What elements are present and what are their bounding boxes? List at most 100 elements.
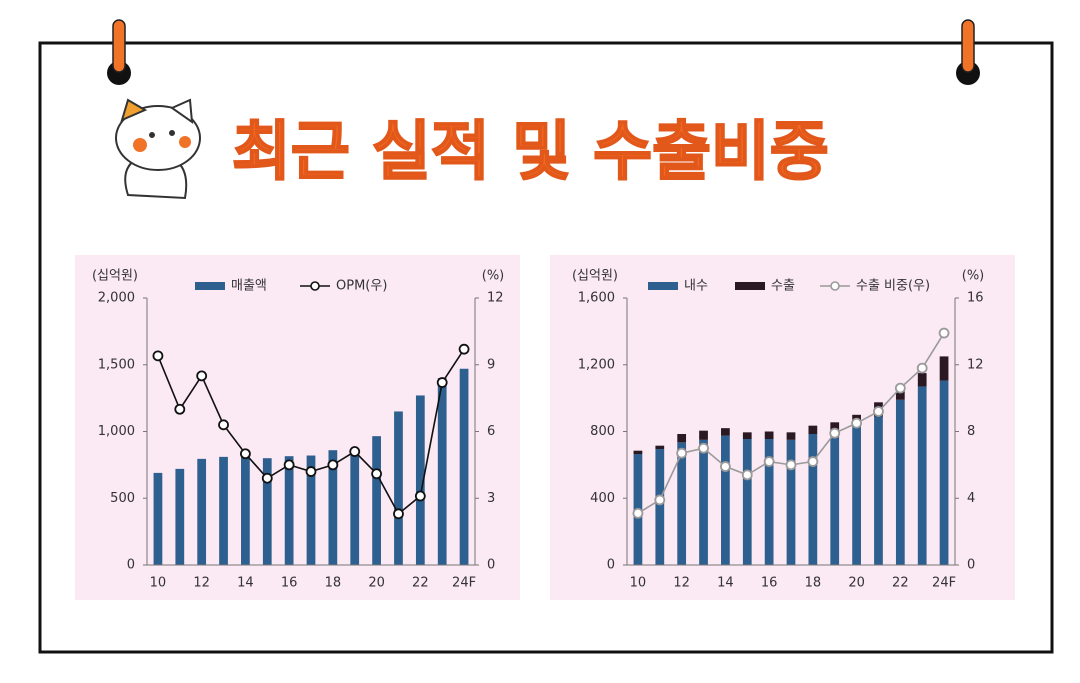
y2-tick-label: 16 xyxy=(967,291,984,306)
y-tick-label: 800 xyxy=(590,424,615,439)
cat-icon xyxy=(115,98,201,200)
bar xyxy=(175,468,185,565)
bar xyxy=(874,416,883,565)
bar xyxy=(677,442,687,565)
bar xyxy=(917,373,927,387)
line-point xyxy=(283,459,295,471)
line-point xyxy=(218,419,229,431)
bar xyxy=(633,450,643,455)
y2-tick-label: 12 xyxy=(967,357,984,372)
y2-tick-label: 8 xyxy=(967,424,975,439)
bar xyxy=(437,378,447,565)
bar xyxy=(786,432,796,440)
line-point xyxy=(720,461,731,472)
y-tick-label: 2,000 xyxy=(98,291,135,306)
x-tick-label: 20 xyxy=(368,576,385,591)
line-point xyxy=(632,507,644,519)
bar xyxy=(415,395,425,565)
legend-swatch xyxy=(310,281,320,291)
x-tick-label: 18 xyxy=(325,576,342,591)
y2-tick-label: 0 xyxy=(487,558,495,573)
bar xyxy=(197,458,207,565)
bar xyxy=(830,422,840,434)
y-axis-label: (십억원) xyxy=(92,269,138,284)
bar xyxy=(677,434,687,443)
bar xyxy=(262,458,272,565)
line-point xyxy=(458,343,470,355)
bar xyxy=(786,439,796,565)
legend-label: 수출 비중(우) xyxy=(856,279,930,294)
line-point xyxy=(851,417,862,429)
line-point xyxy=(741,469,753,481)
bar xyxy=(808,434,818,565)
line-point xyxy=(261,472,273,484)
line-point xyxy=(676,447,688,459)
line-point xyxy=(894,382,906,394)
line-point xyxy=(152,350,164,362)
legend-swatch xyxy=(830,281,840,291)
x-tick-label: 22 xyxy=(412,576,429,591)
line-point xyxy=(916,362,928,374)
y-tick-label: 1,200 xyxy=(578,357,615,372)
bar xyxy=(655,449,665,565)
x-tick-label: 16 xyxy=(281,576,298,591)
x-tick-label: 24F xyxy=(452,576,476,591)
line-point xyxy=(698,442,709,454)
x-tick-label: 14 xyxy=(237,576,254,591)
y2-axis-label: (%) xyxy=(962,269,985,284)
x-tick-label: 10 xyxy=(630,576,647,591)
legend-label: 매출액 xyxy=(231,279,267,294)
legend-swatch xyxy=(648,282,678,290)
y2-tick-label: 3 xyxy=(487,491,495,506)
chart-panel xyxy=(75,255,520,600)
y-tick-label: 500 xyxy=(110,491,135,506)
x-tick-label: 18 xyxy=(805,576,822,591)
bar xyxy=(306,455,316,565)
line-point xyxy=(873,406,884,417)
bar xyxy=(241,453,250,565)
line-point xyxy=(393,508,404,520)
legend-label: 내수 xyxy=(684,279,708,294)
bar xyxy=(655,445,665,450)
legend-swatch xyxy=(195,282,225,290)
x-tick-label: 24F xyxy=(932,576,956,591)
bar xyxy=(764,439,774,565)
y2-tick-label: 6 xyxy=(487,424,495,439)
line-point xyxy=(938,327,950,339)
y-tick-label: 1,500 xyxy=(98,357,135,372)
bar xyxy=(939,380,949,565)
y-tick-label: 1,600 xyxy=(578,291,615,306)
bar xyxy=(328,450,338,565)
slide-title: 최근 실적 및 수출비중 xyxy=(232,116,829,190)
bar xyxy=(394,411,403,565)
binder-clip xyxy=(107,19,980,85)
line-point xyxy=(436,377,448,388)
bar xyxy=(742,439,752,565)
line-point xyxy=(349,446,361,457)
bar xyxy=(372,436,381,565)
bar xyxy=(939,356,949,381)
legend-label: OPM(우) xyxy=(336,279,387,294)
y2-tick-label: 12 xyxy=(487,291,504,306)
bar xyxy=(153,472,163,565)
line-point xyxy=(305,466,317,477)
bar xyxy=(284,456,294,565)
y2-tick-label: 0 xyxy=(967,558,975,573)
bar xyxy=(699,439,708,565)
bar xyxy=(742,432,752,440)
x-tick-label: 22 xyxy=(892,576,909,591)
y-tick-label: 0 xyxy=(127,558,135,573)
bar xyxy=(459,368,469,565)
y-tick-label: 0 xyxy=(607,558,615,573)
bar xyxy=(852,426,861,565)
bar xyxy=(895,389,905,400)
line-point xyxy=(327,459,339,471)
bar xyxy=(699,430,708,440)
line-point xyxy=(829,427,841,439)
line-point xyxy=(174,403,186,415)
line-point xyxy=(414,490,426,502)
line-point xyxy=(239,448,251,460)
bar xyxy=(219,456,228,565)
line-point xyxy=(807,456,819,467)
